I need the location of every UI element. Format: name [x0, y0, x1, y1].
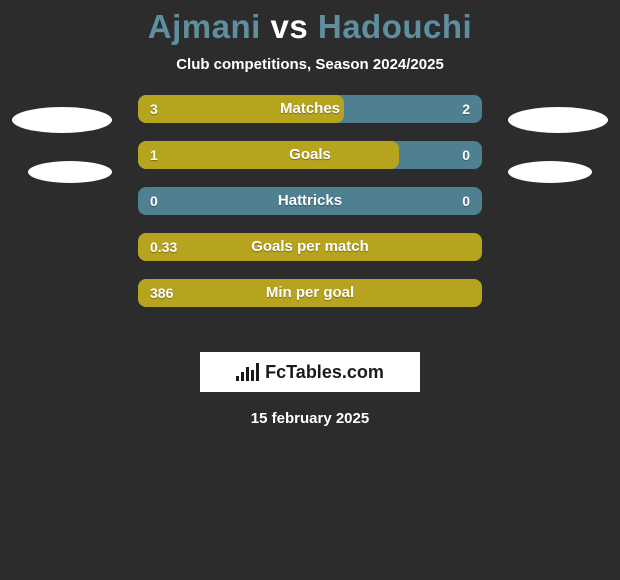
- stat-label: Hattricks: [138, 187, 482, 215]
- stat-label: Min per goal: [138, 279, 482, 307]
- season-subtitle: Club competitions, Season 2024/2025: [0, 56, 620, 73]
- player2-name: Hadouchi: [318, 8, 472, 45]
- brand-box: FcTables.com: [200, 352, 420, 392]
- stat-label: Goals: [138, 141, 482, 169]
- player1-portrait-placeholder-2: [28, 161, 112, 183]
- stat-bars: 3Matches21Goals00Hattricks00.33Goals per…: [138, 95, 482, 325]
- stat-label: Goals per match: [138, 233, 482, 261]
- stat-row: 386Min per goal: [138, 279, 482, 307]
- comparison-title: Ajmani vs Hadouchi: [0, 0, 620, 46]
- stat-row: 0Hattricks0: [138, 187, 482, 215]
- stat-row: 0.33Goals per match: [138, 233, 482, 261]
- comparison-card: Ajmani vs Hadouchi Club competitions, Se…: [0, 0, 620, 580]
- brand-text: FcTables.com: [265, 362, 384, 383]
- player2-portrait-placeholder-1: [508, 107, 608, 133]
- player1-name: Ajmani: [148, 8, 261, 45]
- player1-portrait-placeholder-1: [12, 107, 112, 133]
- stat-value-right: 0: [462, 187, 470, 215]
- date-line: 15 february 2025: [0, 410, 620, 427]
- player2-portrait-placeholder-2: [508, 161, 592, 183]
- vs-word: vs: [270, 8, 308, 45]
- stat-row: 1Goals0: [138, 141, 482, 169]
- stat-value-right: 0: [462, 141, 470, 169]
- bar-chart-icon: [236, 363, 259, 381]
- stat-value-right: 2: [462, 95, 470, 123]
- stat-row: 3Matches2: [138, 95, 482, 123]
- stat-label: Matches: [138, 95, 482, 123]
